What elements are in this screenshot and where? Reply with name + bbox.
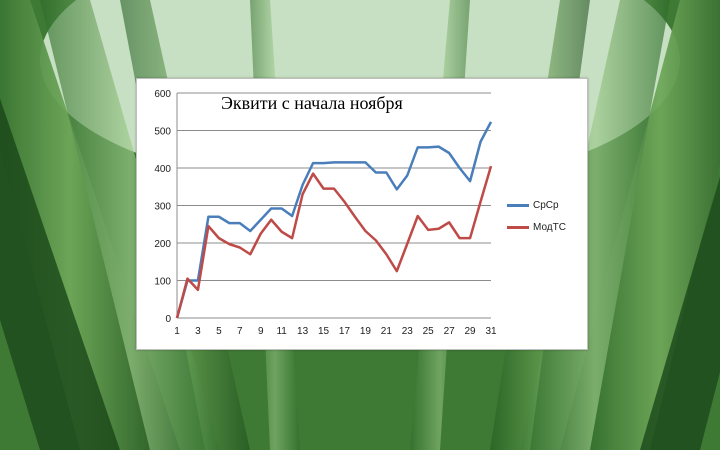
y-tick-label: 600 [154, 89, 171, 100]
x-tick-label: 21 [381, 326, 393, 337]
y-tick-label: 400 [154, 164, 171, 175]
chart-title: Эквити с начала ноября [221, 93, 403, 113]
x-tick-label: 23 [402, 326, 414, 337]
chart-card: 0 100 200 300 400 500 600 1 3 5 7 9 11 13 15 17 19 21 23 2… [136, 78, 588, 350]
x-tick-label: 29 [465, 326, 477, 337]
x-tick-label: 31 [485, 326, 497, 337]
x-tick-label: 5 [216, 326, 222, 337]
y-tick-label: 500 [154, 127, 171, 138]
x-tick-label: 1 [174, 326, 180, 337]
series-line-srsr [175, 121, 493, 319]
x-tick-label: 25 [423, 326, 435, 337]
y-tick-label: 0 [165, 314, 171, 325]
legend-swatch-srsr [507, 203, 529, 207]
legend-item-srsr: СрСр [507, 194, 566, 216]
y-tick-label: 200 [154, 239, 171, 250]
x-tick-label: 7 [237, 326, 243, 337]
legend-item-modts: МодТС [507, 216, 566, 238]
y-tick-label: 300 [154, 202, 171, 213]
legend-label-srsr: СрСр [533, 199, 559, 211]
legend-swatch-modts [507, 225, 529, 229]
x-tick-label: 19 [360, 326, 372, 337]
x-tick-label: 27 [444, 326, 456, 337]
series-line-modts [175, 165, 493, 319]
x-tick-label: 11 [276, 326, 287, 337]
x-tick-label: 9 [258, 326, 264, 337]
x-tick-label: 15 [318, 326, 330, 337]
y-tick-label: 100 [154, 277, 171, 288]
x-tick-label: 17 [339, 326, 351, 337]
legend-label-modts: МодТС [533, 221, 566, 233]
chart-legend: СрСр МодТС [507, 194, 566, 238]
x-tick-label: 3 [195, 326, 201, 337]
x-tick-label: 13 [297, 326, 309, 337]
